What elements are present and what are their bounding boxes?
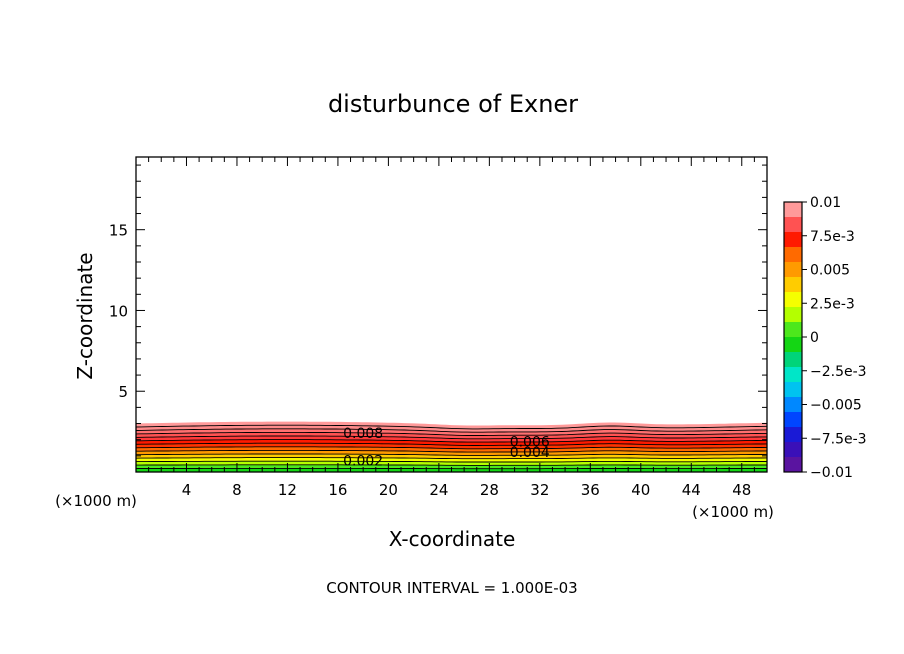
contour-line bbox=[135, 435, 767, 440]
colorbar-swatch bbox=[784, 277, 802, 293]
contour-line bbox=[136, 439, 767, 443]
colorbar-swatch bbox=[784, 217, 802, 233]
colorbar-label: −0.01 bbox=[810, 465, 853, 481]
contour-band bbox=[136, 439, 767, 446]
contour-band bbox=[136, 421, 767, 429]
x-axis: 4 8 12 16 20 24 28 32 36 40 44 48 bbox=[148, 157, 755, 499]
contour-band bbox=[136, 432, 767, 439]
x-tick-label: 20 bbox=[379, 481, 398, 499]
contour-line bbox=[136, 464, 767, 466]
y-tick-label: 15 bbox=[109, 222, 128, 240]
colorbar-swatch bbox=[784, 202, 802, 218]
contour-interval-note: CONTOUR INTERVAL = 1.000E-03 bbox=[326, 579, 577, 597]
contour-field bbox=[135, 421, 768, 472]
contour-band bbox=[136, 464, 767, 469]
contour-band bbox=[136, 436, 767, 443]
contour-label: 0.002 bbox=[343, 454, 383, 470]
x-tick-label: 32 bbox=[530, 481, 549, 499]
colorbar-label: 0 bbox=[810, 330, 819, 346]
contour-line bbox=[136, 453, 768, 456]
contour-label: 0.004 bbox=[510, 445, 550, 461]
chart-title: disturbunce of Exner bbox=[328, 90, 578, 118]
colorbar-label: −7.5e-3 bbox=[810, 431, 867, 447]
colorbar-label: −0.005 bbox=[810, 398, 862, 414]
x-tick-label: 24 bbox=[429, 481, 448, 499]
contour-line bbox=[136, 460, 767, 463]
contour-line bbox=[135, 446, 768, 450]
x-tick-label: 48 bbox=[732, 481, 751, 499]
y-axis-unit: (×1000 m) bbox=[55, 492, 137, 510]
colorbar-label: 7.5e-3 bbox=[810, 229, 855, 245]
colorbar-swatch bbox=[784, 397, 802, 413]
contour-line bbox=[135, 442, 768, 446]
x-tick-label: 28 bbox=[480, 481, 499, 499]
y-axis-label: Z-coordinate bbox=[73, 252, 97, 379]
colorbar-swatch bbox=[784, 307, 802, 323]
colorbar-label: −2.5e-3 bbox=[810, 364, 867, 380]
y-tick-label: 5 bbox=[118, 383, 128, 401]
y-axis: 5 10 15 bbox=[109, 164, 767, 457]
x-tick-label: 8 bbox=[232, 481, 242, 499]
x-tick-label: 44 bbox=[682, 481, 701, 499]
colorbar: 0.01 7.5e-3 0.005 2.5e-3 0 −2.5e-3 −0.005 −7.5e… bbox=[783, 195, 867, 481]
colorbar-swatch bbox=[784, 457, 802, 473]
colorbar-swatch bbox=[784, 442, 802, 458]
contour-label: 0.008 bbox=[343, 426, 383, 442]
colorbar-swatch bbox=[784, 247, 802, 263]
x-tick-label: 4 bbox=[182, 481, 192, 499]
x-tick-label: 12 bbox=[278, 481, 297, 499]
colorbar-swatch bbox=[784, 352, 802, 368]
x-axis-label: X-coordinate bbox=[389, 527, 516, 551]
colorbar-swatch bbox=[784, 322, 802, 338]
colorbar-swatch bbox=[784, 262, 802, 278]
contour-line bbox=[136, 449, 768, 453]
x-tick-label: 40 bbox=[631, 481, 650, 499]
x-tick-label: 16 bbox=[328, 481, 347, 499]
colorbar-swatch bbox=[784, 292, 802, 308]
colorbar-swatch bbox=[784, 337, 802, 353]
contour-line bbox=[135, 457, 768, 460]
contour-line bbox=[135, 431, 767, 436]
colorbar-swatch bbox=[784, 232, 802, 248]
colorbar-swatch bbox=[784, 367, 802, 383]
contour-band bbox=[136, 443, 767, 449]
contour-line bbox=[135, 424, 768, 430]
contour-label: 0.006 bbox=[510, 434, 550, 450]
colorbar-swatch bbox=[784, 427, 802, 443]
colorbar-label: 2.5e-3 bbox=[810, 296, 855, 312]
contour-line bbox=[135, 428, 768, 433]
y-tick-label: 10 bbox=[109, 302, 128, 320]
colorbar-label: 0.01 bbox=[810, 195, 841, 211]
colorbar-swatch bbox=[784, 382, 802, 398]
x-axis-unit: (×1000 m) bbox=[692, 503, 774, 521]
colorbar-swatch bbox=[784, 412, 802, 428]
colorbar-label: 0.005 bbox=[810, 263, 850, 279]
x-tick-label: 36 bbox=[581, 481, 600, 499]
